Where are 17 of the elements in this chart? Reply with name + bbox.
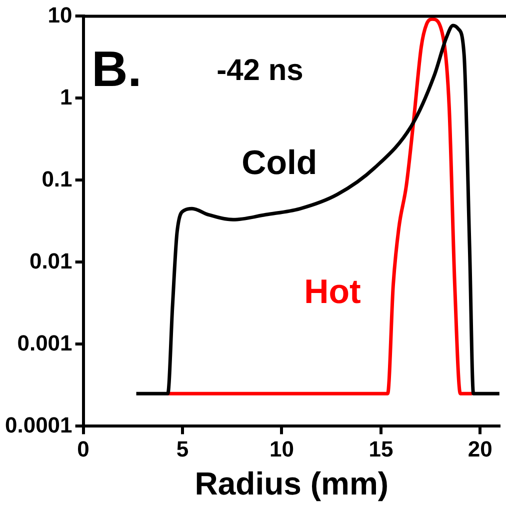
y-tick-label: 0.001 xyxy=(17,330,72,356)
x-tick-label: 15 xyxy=(368,436,394,462)
x-tick-label: 10 xyxy=(269,436,294,462)
series-label: Cold xyxy=(242,144,318,182)
y-tick-label: 1 xyxy=(60,84,72,110)
x-tick-label: 0 xyxy=(77,436,90,462)
y-tick-label: 10 xyxy=(48,2,72,28)
line-series xyxy=(166,17,474,396)
x-axis-title: Radius (mm) xyxy=(194,466,389,502)
annotation: -42 ns xyxy=(216,54,304,87)
series-label: Hot xyxy=(304,273,361,312)
y-tick-label: 0.01 xyxy=(29,248,72,274)
x-tick-label: 5 xyxy=(176,436,189,462)
x-tick-label: 20 xyxy=(468,436,492,462)
annotation: B. xyxy=(92,40,142,97)
y-tick-label: 0.1 xyxy=(42,166,72,192)
y-tick-label: 0.0001 xyxy=(4,412,72,438)
